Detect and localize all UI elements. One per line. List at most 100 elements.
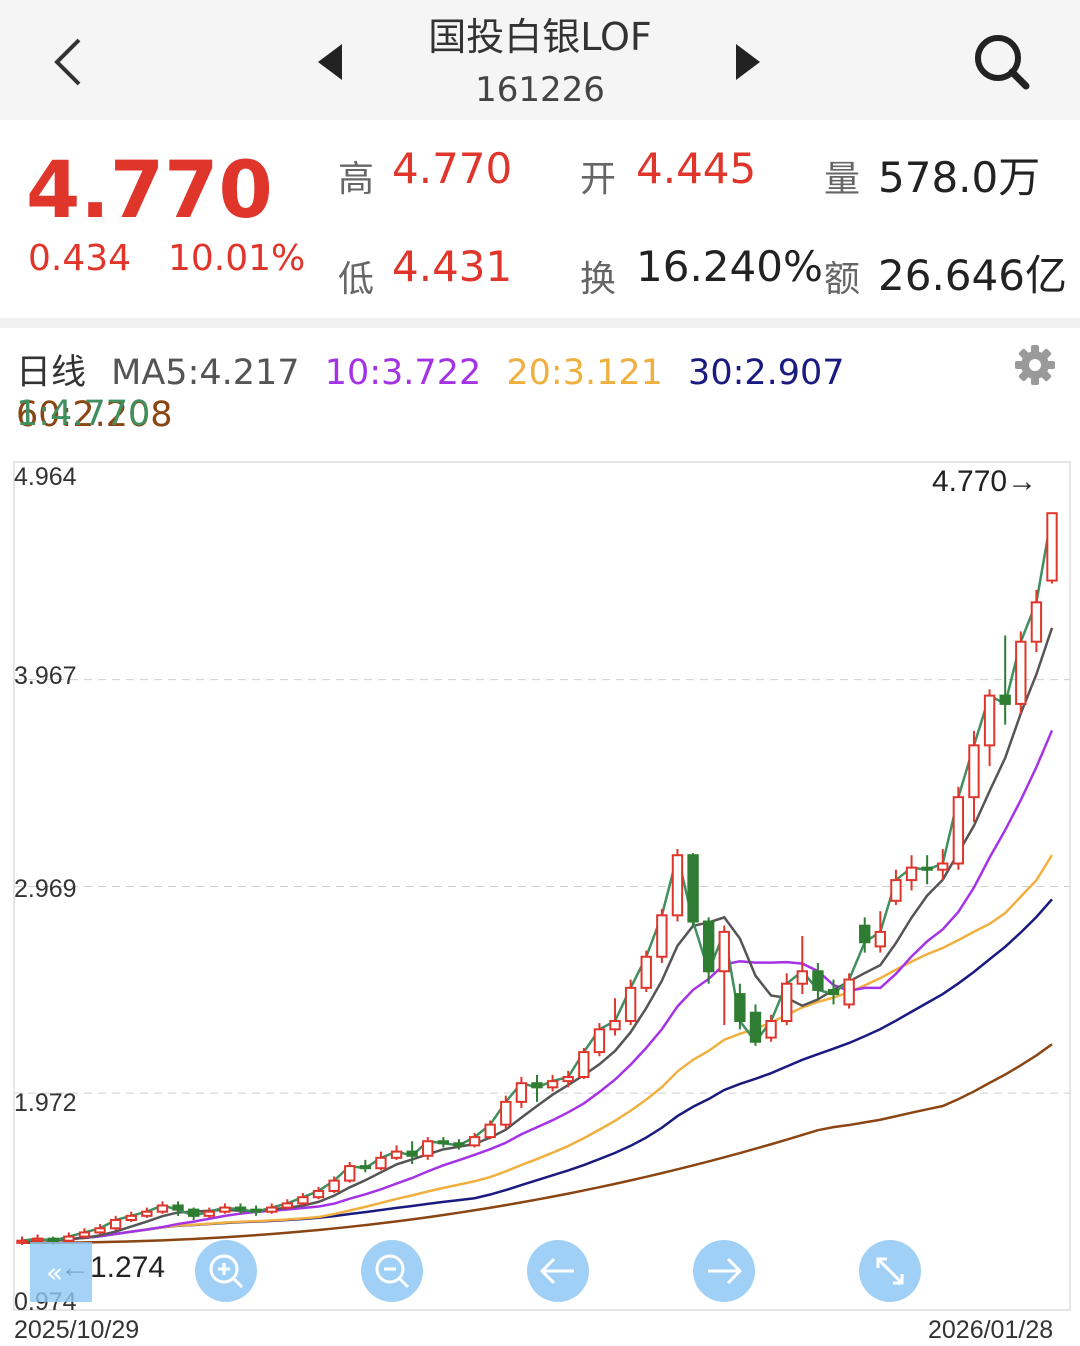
candle-down: [531, 1082, 543, 1089]
candle-up: [31, 1237, 44, 1242]
candle-down: [234, 1206, 247, 1211]
candle-up: [640, 955, 652, 989]
candle-up: [765, 1020, 777, 1039]
scroll-left-button[interactable]: «: [30, 1242, 92, 1302]
zoom-in-button[interactable]: [195, 1240, 257, 1302]
section-divider: [0, 318, 1080, 328]
candle-up: [983, 694, 996, 747]
low-label: 低: [338, 259, 375, 300]
candle-up: [281, 1202, 293, 1209]
candle-up: [593, 1028, 606, 1054]
back-chevron-icon[interactable]: [45, 32, 95, 92]
candle-up: [1015, 640, 1027, 705]
ma1-line: [21, 512, 1054, 1242]
candle-up: [468, 1136, 481, 1147]
candle-up: [484, 1123, 496, 1139]
y-tick-2: 3.967: [14, 662, 77, 690]
svg-text:«: «: [46, 1256, 63, 1289]
candle-down: [734, 993, 746, 1023]
price-change: 0.434: [28, 238, 132, 279]
candle-up: [94, 1227, 106, 1234]
candle-down: [812, 970, 824, 991]
gear-icon[interactable]: [1014, 344, 1056, 386]
zoom-out-button[interactable]: [361, 1240, 423, 1302]
amount-label: 额: [824, 259, 861, 300]
high-value: 4.770: [392, 144, 513, 193]
y-tick-4: 1.972: [14, 1089, 77, 1117]
kline-chart[interactable]: 4.964 3.967 2.969 1.972 0.974 4.770→ ←1.…: [0, 455, 1080, 1346]
candle-up: [219, 1206, 231, 1213]
volume-value: 578.0万: [878, 153, 1041, 202]
ma30-line: [21, 898, 1053, 1242]
ma60-line: [21, 1043, 1053, 1245]
candle-down: [999, 694, 1011, 705]
candle-up: [1030, 601, 1043, 643]
candle-down: [406, 1150, 418, 1157]
candle-up: [546, 1080, 559, 1089]
candle-up: [562, 1075, 574, 1083]
candle-down: [859, 924, 871, 944]
candle-up: [1046, 512, 1058, 582]
chart-grid: [14, 679, 1070, 1094]
next-stock-icon[interactable]: [728, 40, 768, 84]
candle-up: [890, 879, 902, 902]
candle-up: [578, 1051, 590, 1078]
candle-up: [297, 1196, 309, 1205]
candle-down: [687, 854, 699, 923]
start-date: 2025/10/29: [14, 1316, 139, 1344]
previous-stock-icon[interactable]: [310, 40, 350, 84]
candle-down: [702, 920, 715, 973]
candle-up: [515, 1082, 528, 1103]
candle-up: [78, 1231, 91, 1238]
fullscreen-button[interactable]: [859, 1240, 921, 1302]
candle-down: [453, 1142, 465, 1147]
period-label[interactable]: 日线: [16, 353, 87, 393]
open-value: 4.445: [636, 144, 757, 193]
ma60-value: 60:2.208: [16, 395, 173, 435]
candle-up: [312, 1189, 325, 1199]
volume-label: 量: [824, 159, 861, 200]
end-date: 2026/01/28: [928, 1316, 1053, 1344]
candle-down: [250, 1208, 262, 1213]
candles: [16, 512, 1058, 1245]
ma-legend: 日线 MA5:4.217 10:3.722 20:3.121 30:2.907 …: [16, 344, 1016, 435]
candle-up: [781, 982, 793, 1023]
candle-up: [843, 978, 855, 1006]
open-label: 开: [580, 159, 617, 200]
ma10-value: 10:3.722: [324, 353, 482, 393]
ma5-line: [21, 627, 1054, 1242]
candle-up: [125, 1214, 137, 1221]
ma-lines: [21, 512, 1054, 1245]
candle-up: [968, 744, 980, 799]
candle-down: [749, 1011, 762, 1043]
candle-up: [16, 1239, 28, 1244]
turnover-label: 换: [580, 259, 617, 300]
candle-up: [156, 1204, 169, 1213]
candle-down: [437, 1140, 450, 1145]
high-label: 高: [338, 159, 375, 200]
turnover-value: 16.240%: [636, 242, 823, 291]
move-left-button[interactable]: [527, 1240, 589, 1302]
max-price-label: 4.770→: [932, 465, 1037, 498]
y-tick-1: 4.964: [14, 463, 77, 491]
candle-down: [827, 988, 840, 996]
ma30-value: 30:2.907: [688, 353, 845, 393]
candle-up: [390, 1150, 403, 1159]
last-price: 4.770: [26, 146, 273, 236]
candle-down: [359, 1165, 372, 1170]
candle-up: [718, 930, 730, 973]
candle-up: [63, 1235, 75, 1242]
candle-down: [187, 1208, 200, 1217]
candle-up: [624, 986, 637, 1023]
chart-labels: 4.964 3.967 2.969 1.972 0.974 4.770→ ←1.…: [14, 463, 1053, 1344]
candle-up: [266, 1206, 278, 1213]
quote-panel: 4.770 0.434 10.01% 高 4.770 开 4.445 量 578…: [0, 120, 1080, 318]
candle-up: [671, 854, 684, 917]
candle-up: [905, 866, 918, 882]
candle-down: [172, 1204, 184, 1211]
move-right-button[interactable]: [693, 1240, 755, 1302]
search-icon[interactable]: [968, 28, 1034, 94]
candle-up: [609, 1020, 621, 1031]
candle-up: [656, 914, 668, 958]
candle-up: [937, 862, 949, 871]
